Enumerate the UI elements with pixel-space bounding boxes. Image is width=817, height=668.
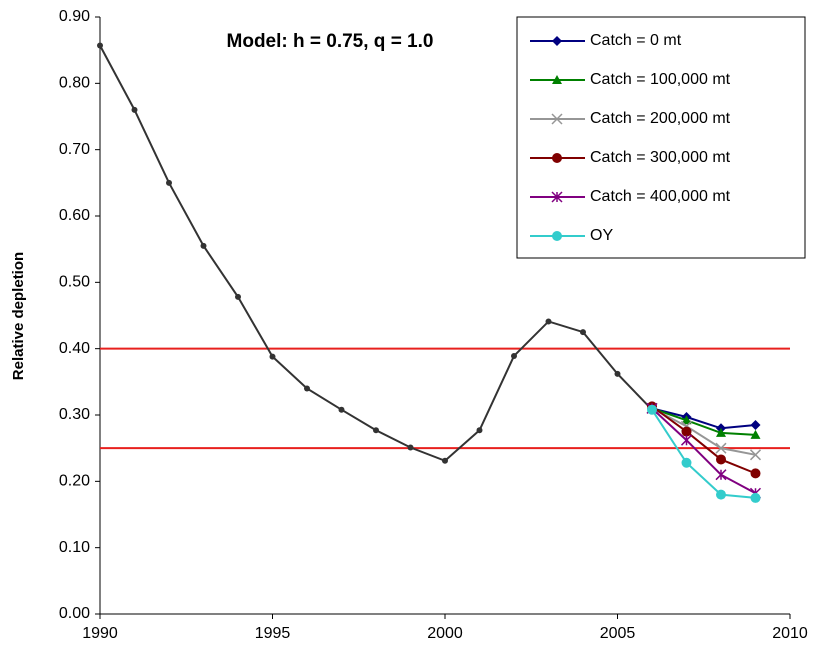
- marker: [442, 457, 448, 464]
- marker: [580, 329, 586, 336]
- y-tick-label: 0.30: [59, 406, 90, 423]
- y-tick-label: 0.00: [59, 605, 90, 622]
- marker: [545, 318, 552, 325]
- legend-marker: [551, 113, 563, 125]
- marker: [750, 429, 761, 439]
- marker: [269, 353, 276, 360]
- chart-title: Model: h = 0.75, q = 1.0: [227, 31, 434, 52]
- marker: [304, 385, 310, 392]
- y-axis-label: Relative depletion: [10, 252, 27, 380]
- x-tick-label: 2000: [427, 625, 463, 642]
- marker: [407, 444, 414, 451]
- legend-marker: [552, 75, 562, 84]
- marker: [476, 427, 483, 434]
- marker: [716, 454, 726, 465]
- series-line: [651, 407, 756, 430]
- marker: [235, 293, 241, 300]
- marker: [681, 415, 692, 425]
- y-tick-label: 0.40: [59, 340, 90, 357]
- marker: [338, 406, 345, 413]
- marker: [716, 489, 726, 500]
- marker: [131, 106, 138, 113]
- marker: [680, 434, 693, 446]
- marker: [715, 469, 727, 481]
- series-line: [651, 409, 756, 499]
- x-tick-label: 2010: [772, 625, 808, 642]
- y-tick-label: 0.80: [59, 75, 90, 92]
- marker: [749, 449, 762, 461]
- y-tick-label: 0.90: [59, 8, 90, 25]
- marker: [97, 42, 103, 49]
- marker: [166, 179, 172, 186]
- y-tick-label: 0.50: [59, 274, 90, 291]
- x-tick-label: 1995: [255, 625, 291, 642]
- legend-label: Catch = 100,000 mt: [590, 71, 731, 88]
- x-tick-label: 1990: [82, 625, 118, 642]
- y-tick-label: 0.60: [59, 207, 90, 224]
- marker: [750, 468, 761, 479]
- marker: [200, 242, 207, 249]
- legend-marker: [552, 231, 562, 241]
- legend-label: Catch = 0 mt: [590, 32, 682, 49]
- marker: [750, 419, 761, 430]
- marker: [716, 427, 726, 437]
- legend-label: Catch = 300,000 mt: [590, 149, 731, 166]
- marker: [681, 426, 692, 437]
- marker: [750, 492, 761, 503]
- marker: [715, 442, 727, 454]
- legend-label: OY: [590, 227, 613, 244]
- legend-marker: [552, 36, 562, 46]
- marker: [511, 352, 517, 359]
- legend-marker: [551, 191, 563, 203]
- legend-label: Catch = 400,000 mt: [590, 188, 731, 205]
- y-tick-label: 0.10: [59, 539, 90, 556]
- legend-box: [516, 16, 806, 259]
- x-tick-label: 2005: [600, 625, 636, 642]
- y-tick-label: 0.70: [59, 141, 90, 158]
- marker: [681, 457, 692, 468]
- series-line: [651, 407, 756, 436]
- series-line: [651, 405, 756, 475]
- series-line: [651, 407, 756, 495]
- legend-label: Catch = 200,000 mt: [590, 110, 731, 127]
- y-tick-label: 0.20: [59, 473, 90, 490]
- marker: [614, 370, 621, 377]
- marker: [647, 404, 657, 415]
- series-line: [651, 407, 756, 456]
- marker: [373, 427, 379, 434]
- legend-marker: [552, 153, 562, 163]
